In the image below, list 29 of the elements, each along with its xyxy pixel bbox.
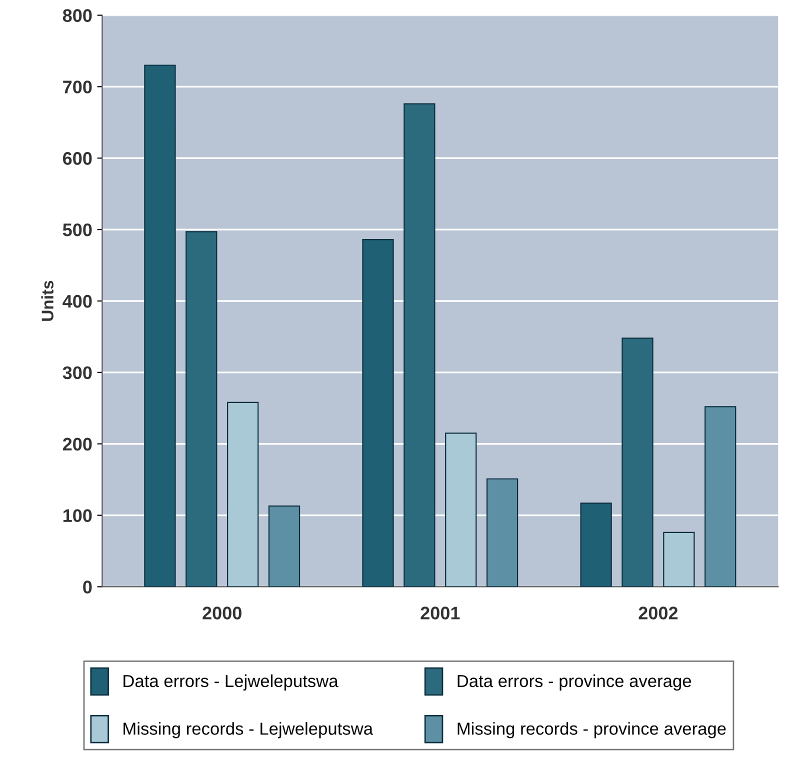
y-tick-label: 200 (62, 438, 92, 451)
legend-label: Data errors - province average (458, 674, 692, 691)
y-tick-label: 400 (62, 294, 92, 308)
y-tick-label: 800 (62, 9, 92, 22)
y-tick-label: 300 (62, 366, 92, 380)
bar (144, 64, 176, 587)
y-tick-label: 100 (63, 509, 92, 522)
legend-label: Data errors - Lejweleputswa (124, 674, 338, 691)
bar (186, 231, 218, 587)
x-tick-label: 2000 (202, 606, 242, 620)
legend-label: Missing records - Lejweleputswa (124, 722, 374, 738)
y-axis-title: Units (41, 280, 54, 321)
bar (445, 432, 477, 587)
y-tick-label: 500 (62, 223, 92, 236)
bar (580, 502, 612, 587)
y-tick-label: 700 (63, 80, 92, 94)
bar (622, 338, 654, 587)
bar (663, 532, 695, 587)
y-tick-label: 0 (83, 580, 92, 594)
bar (268, 505, 300, 587)
bar (227, 402, 259, 587)
x-tick-label: 2001 (420, 606, 460, 620)
bar (362, 239, 394, 587)
y-tick-label: 600 (62, 152, 92, 165)
bar (704, 406, 736, 587)
bar (404, 103, 436, 587)
bar (486, 478, 518, 587)
x-tick-label: 2002 (638, 606, 678, 620)
legend-label: Missing records - province average (458, 722, 726, 738)
